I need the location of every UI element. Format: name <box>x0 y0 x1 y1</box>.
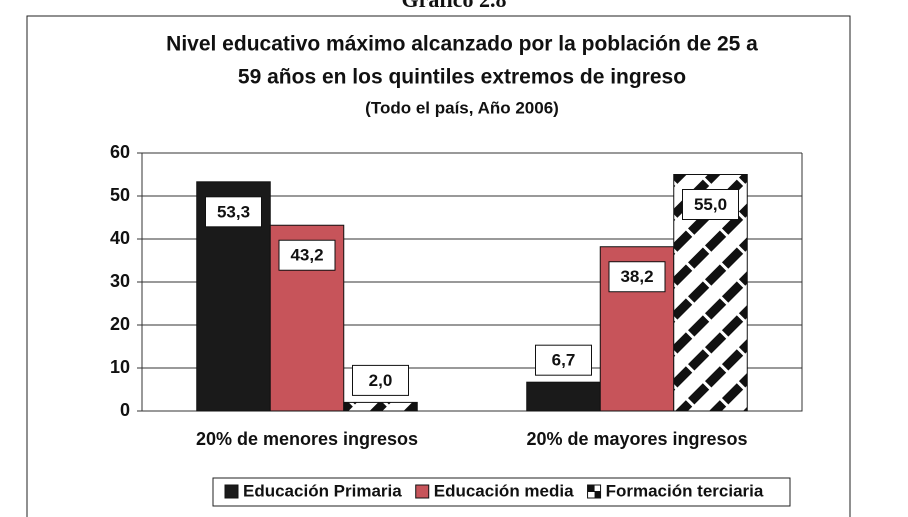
y-tick-label: 30 <box>110 271 130 291</box>
legend-swatch <box>415 484 430 499</box>
legend-label: Educación media <box>434 481 574 500</box>
data-label-box <box>205 196 262 228</box>
y-tick-label: 20 <box>110 314 130 334</box>
data-label-box <box>278 239 336 271</box>
chart-title: Nivel educativo máximo alcanzado por la … <box>166 33 758 56</box>
y-tick-label: 60 <box>110 142 130 162</box>
data-label-box <box>352 364 409 396</box>
data-label: 6,7 <box>552 351 576 370</box>
data-label-box <box>608 261 666 293</box>
data-label: 2,0 <box>369 371 393 390</box>
x-tick-label: 20% de mayores ingresos <box>526 429 747 449</box>
data-label-box <box>535 344 592 376</box>
figure-label: Gráfico 2.8 <box>401 0 506 12</box>
legend-label: Educación Primaria <box>243 481 402 500</box>
legend-label: Formación terciaria <box>606 481 764 500</box>
legend-swatch-pattern <box>587 485 601 498</box>
data-label: 38,2 <box>620 267 653 286</box>
data-label-box <box>682 189 739 220</box>
legend <box>212 477 791 507</box>
bar <box>526 381 601 412</box>
chart-title: 59 años en los quintiles extremos de ing… <box>238 66 686 89</box>
y-tick-label: 40 <box>110 228 130 248</box>
y-tick-label: 10 <box>110 357 130 377</box>
plot-border <box>141 153 803 412</box>
data-label: 43,2 <box>290 246 323 265</box>
frame <box>26 15 851 517</box>
legend-swatch <box>224 484 239 499</box>
chart-subtitle: (Todo el país, Año 2006) <box>365 98 559 117</box>
data-label: 55,0 <box>694 195 727 214</box>
y-tick-label: 50 <box>110 185 130 205</box>
x-tick-label: 20% de menores ingresos <box>196 429 418 449</box>
bar <box>343 401 418 412</box>
data-label: 53,3 <box>217 202 250 221</box>
y-tick-label: 0 <box>120 400 130 420</box>
